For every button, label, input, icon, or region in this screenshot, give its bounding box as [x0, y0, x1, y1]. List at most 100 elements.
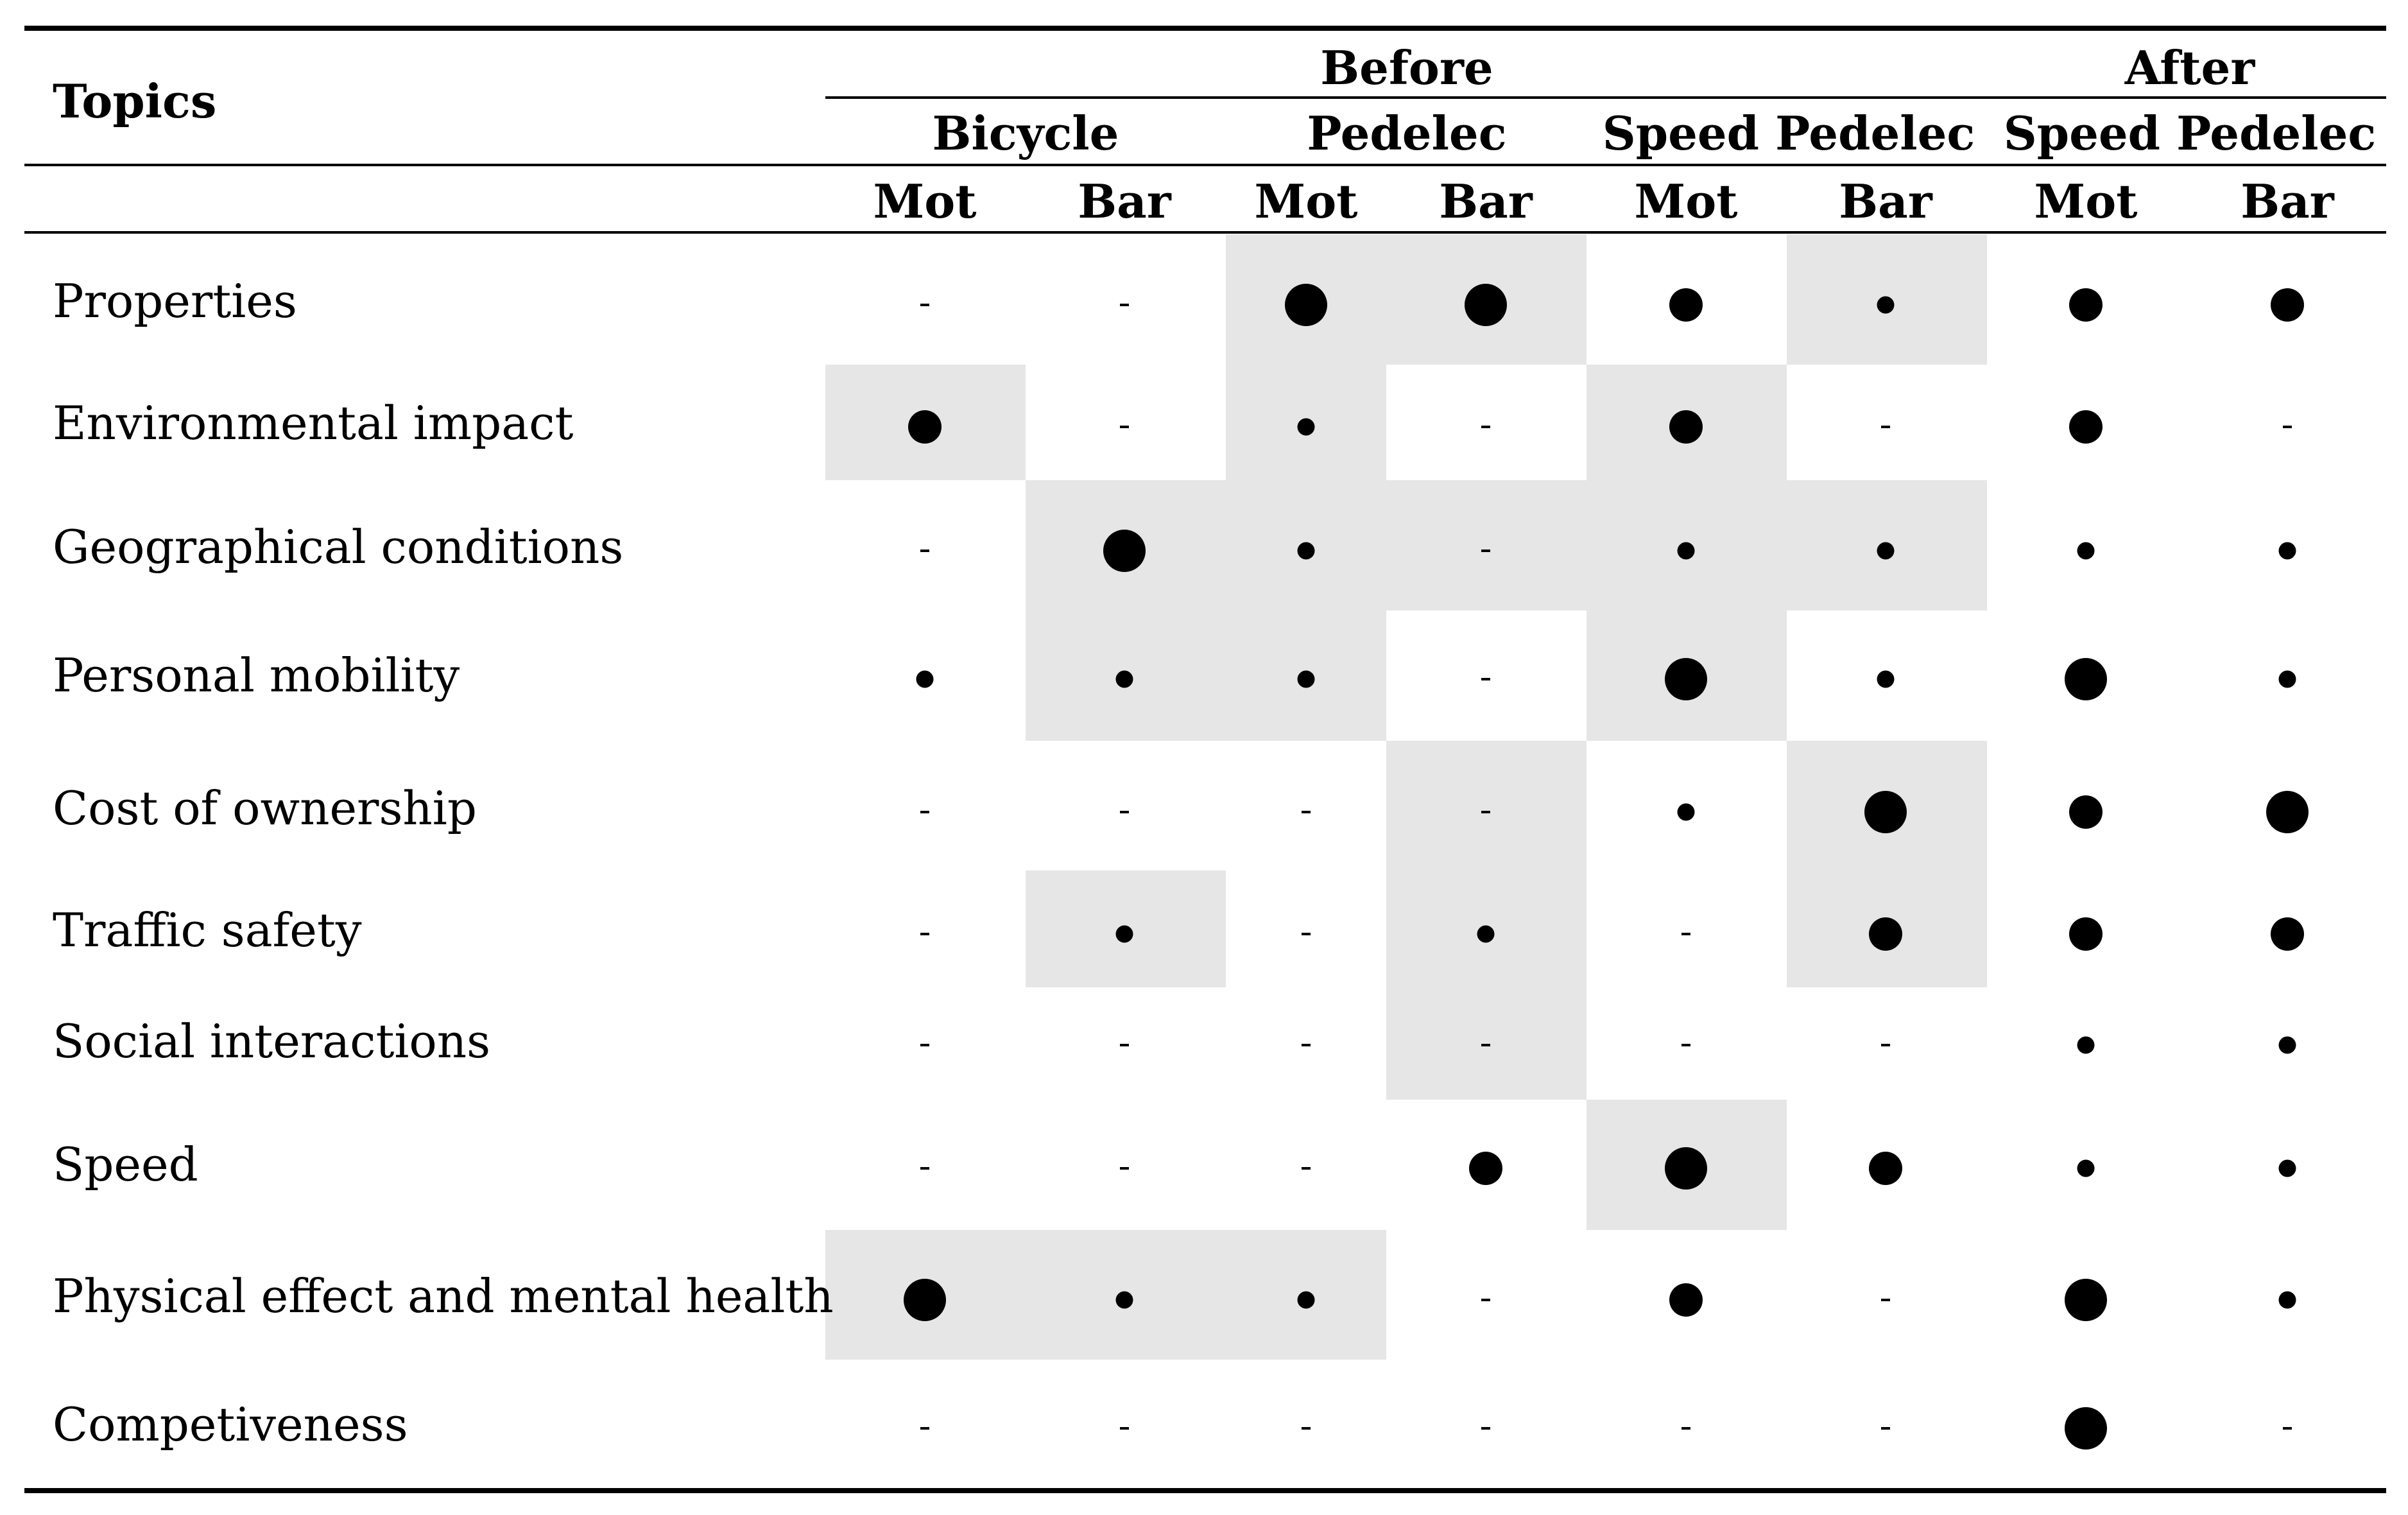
empty-cell-dash	[1681, 1044, 1690, 1046]
dot-large	[904, 1279, 946, 1321]
empty-cell-dash	[1120, 1427, 1129, 1430]
dot-small	[2278, 1291, 2296, 1309]
topic-label: Speed	[53, 1138, 198, 1191]
period-after: After	[2124, 40, 2255, 95]
period-before: Before	[1320, 40, 1493, 95]
empty-cell-dash	[1481, 550, 1490, 552]
dot-medium	[2069, 410, 2103, 444]
vehicle-bicycle: Bicycle	[932, 106, 1119, 160]
dot-small	[2278, 1036, 2296, 1054]
dot-large	[2065, 658, 2107, 700]
subheader-bar: Bar	[1078, 174, 1171, 229]
dot-medium	[1869, 917, 1902, 951]
dot-small	[1877, 542, 1895, 560]
dot-medium	[1669, 410, 1703, 444]
empty-cell-dash	[2283, 1427, 2292, 1430]
topic-label: Traffic safety	[53, 903, 362, 957]
dot-large	[1103, 530, 1146, 572]
dot-large	[1465, 284, 1507, 326]
dot-small	[2278, 670, 2296, 688]
subheader-bar: Bar	[1839, 174, 1932, 229]
period-rule	[825, 96, 2386, 99]
dot-small	[1115, 925, 1133, 943]
shaded-cell	[1386, 480, 1587, 610]
subheader-mot: Mot	[1254, 174, 1358, 229]
dot-medium	[2069, 288, 2103, 322]
dot-large	[2065, 1279, 2107, 1321]
topic-label: Competiveness	[53, 1398, 408, 1451]
vehicle-speed-pedelec-after: Speed Pedelec	[2003, 106, 2377, 160]
empty-cell-dash	[920, 1427, 929, 1430]
empty-cell-dash	[1302, 811, 1311, 813]
dot-small	[1297, 1291, 1315, 1309]
dot-medium	[1669, 288, 1703, 322]
topic-label: Physical effect and mental health	[53, 1269, 834, 1323]
subheader-mot: Mot	[873, 174, 977, 229]
subheader-bar: Bar	[1439, 174, 1533, 229]
topic-label: Properties	[53, 274, 297, 328]
empty-cell-dash	[1120, 1044, 1129, 1046]
empty-cell-dash	[1302, 933, 1311, 935]
dot-small	[916, 670, 934, 688]
vehicle-pedelec: Pedelec	[1307, 106, 1507, 160]
dot-small	[1297, 670, 1315, 688]
dot-small	[1297, 542, 1315, 560]
subheader-bar: Bar	[2240, 174, 2334, 229]
dot-small	[1677, 542, 1695, 560]
dot-large	[2065, 1407, 2107, 1450]
shaded-cell	[1386, 987, 1587, 1100]
dot-large	[2266, 791, 2309, 833]
dot-medium	[2069, 795, 2103, 829]
topic-label: Social interactions	[53, 1014, 491, 1068]
empty-cell-dash	[1681, 1427, 1690, 1430]
empty-cell-dash	[1120, 304, 1129, 306]
empty-cell-dash	[920, 811, 929, 813]
vehicle-speed-pedelec-before: Speed Pedelec	[1602, 106, 1975, 160]
dot-medium	[1469, 1152, 1502, 1185]
dot-medium	[2069, 917, 2103, 951]
dot-medium	[2271, 917, 2304, 951]
dot-large	[1665, 1147, 1707, 1190]
dot-small	[1677, 803, 1695, 821]
dot-medium	[1869, 1152, 1902, 1185]
empty-cell-dash	[1481, 1299, 1490, 1301]
dot-small	[2278, 1159, 2296, 1177]
dot-medium	[1669, 1283, 1703, 1317]
empty-cell-dash	[920, 1044, 929, 1046]
empty-cell-dash	[1881, 1427, 1890, 1430]
subheader-mot: Mot	[2034, 174, 2138, 229]
topic-label: Geographical conditions	[53, 520, 624, 574]
empty-cell-dash	[1481, 811, 1490, 813]
dot-large	[1864, 791, 1907, 833]
empty-cell-dash	[920, 933, 929, 935]
empty-cell-dash	[1681, 933, 1690, 935]
empty-cell-dash	[1120, 1167, 1129, 1170]
vehicle-rule	[24, 164, 2386, 166]
subheader-rule	[24, 231, 2386, 234]
empty-cell-dash	[1481, 1427, 1490, 1430]
topic-label: Personal mobility	[53, 648, 460, 702]
dot-small	[2278, 542, 2296, 560]
dot-medium	[2271, 288, 2304, 322]
empty-cell-dash	[1302, 1044, 1311, 1046]
dot-large	[1285, 284, 1327, 326]
dot-small	[1877, 296, 1895, 314]
corner-label-topics: Topics	[53, 74, 217, 128]
shaded-cell	[1386, 741, 1587, 870]
subheader-mot: Mot	[1634, 174, 1738, 229]
top-rule	[24, 26, 2386, 31]
dot-small	[1115, 670, 1133, 688]
dot-small	[2077, 1036, 2095, 1054]
dot-small	[1115, 1291, 1133, 1309]
empty-cell-dash	[2283, 426, 2292, 428]
dot-small	[1477, 925, 1495, 943]
dot-large	[1665, 658, 1707, 700]
empty-cell-dash	[1481, 678, 1490, 680]
empty-cell-dash	[1881, 426, 1890, 428]
dot-medium	[908, 410, 942, 444]
empty-cell-dash	[1881, 1299, 1890, 1301]
dot-small	[2077, 542, 2095, 560]
dot-small	[1877, 670, 1895, 688]
dot-small	[2077, 1159, 2095, 1177]
empty-cell-dash	[1481, 426, 1490, 428]
